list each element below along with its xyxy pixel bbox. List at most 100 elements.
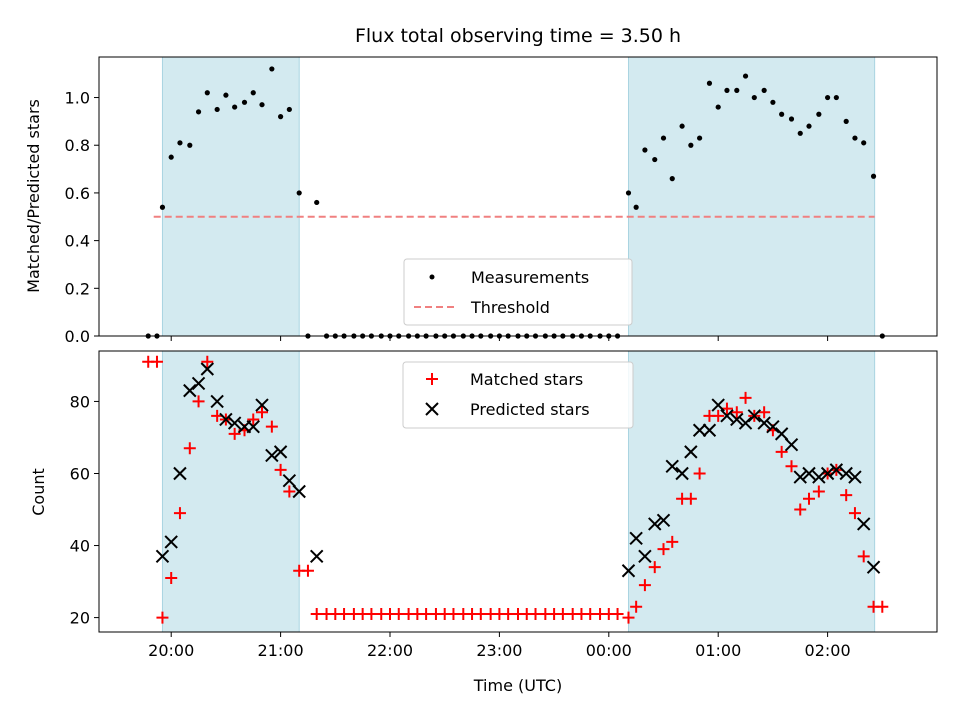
measurement-point [870, 173, 877, 179]
measurement-point [770, 99, 776, 105]
matched-star-point [638, 579, 651, 592]
measurement-point [797, 130, 803, 136]
measurement-point [679, 123, 685, 129]
top-y-tick-label: 0.0 [65, 327, 90, 346]
measurement-point [314, 199, 320, 206]
predicted-star-point [793, 470, 807, 484]
matched-star-point [201, 355, 214, 368]
predicted-star-point [774, 427, 789, 441]
matched-star-point [848, 507, 861, 520]
top-y-tick-label: 0.6 [65, 184, 90, 203]
bottom-shaded-interval-1 [627, 350, 876, 633]
predicted-star-point [692, 423, 707, 437]
bottom-legend-box [402, 361, 634, 429]
matched-star-point [666, 535, 679, 548]
matched-star-point [256, 406, 269, 419]
predicted-star-point [191, 376, 206, 391]
measurement-point [269, 66, 275, 72]
measurement-point [625, 190, 632, 196]
matched-star-point [301, 564, 314, 577]
predicted-star-point [829, 463, 844, 477]
predicted-star-point [802, 466, 816, 481]
predicted-star-point [155, 549, 170, 564]
matched-star-point [739, 391, 752, 404]
matched-star-point [183, 442, 196, 455]
measurement-point [660, 135, 667, 141]
measurement-point [734, 87, 740, 93]
matched-star-point [648, 561, 661, 574]
legend-predicted-label: Predicted stars [470, 400, 590, 419]
predicted-star-point [684, 445, 698, 459]
predicted-star-point [757, 416, 771, 430]
matched-star-point [192, 395, 205, 408]
matched-star-point [150, 355, 163, 368]
predicted-star-point [656, 513, 671, 528]
matched-star-point [156, 611, 169, 624]
predicted-star-point [621, 564, 636, 578]
top-axes-frame [98, 56, 938, 337]
measurement-point [241, 99, 248, 105]
measurement-point [825, 94, 831, 101]
predicted-star-point [675, 466, 689, 481]
x-tick-label: 22:00 [367, 641, 413, 660]
predicted-star-point [648, 517, 662, 531]
top-shaded-interval-0 [161, 56, 300, 337]
measurement-point [843, 118, 849, 124]
matched-star-point [794, 503, 807, 516]
measurement-point [688, 142, 694, 148]
matched-star-point [265, 420, 278, 433]
measurement-point [715, 104, 721, 110]
predicted-star-point [255, 398, 269, 412]
matched-star-point [622, 611, 635, 624]
measurement-point [852, 135, 858, 141]
predicted-star-point [292, 484, 306, 499]
measurement-point [706, 80, 713, 86]
x-tick-label: 20:00 [148, 641, 194, 660]
measurement-point [742, 73, 749, 79]
predicted-star-point [210, 394, 224, 409]
matched-star-point [173, 507, 186, 520]
predicted-star-point [812, 470, 826, 484]
predicted-star-point [265, 448, 279, 463]
predicted-star-point [282, 473, 297, 488]
matched-star-point [803, 492, 816, 505]
bottom-shaded-interval-0 [161, 350, 300, 633]
measurement-point [788, 116, 795, 122]
matched-star-point [684, 492, 697, 505]
predicted-star-point [173, 466, 187, 481]
measurement-point [177, 140, 183, 146]
predicted-star-point [246, 419, 260, 434]
predicted-star-point [629, 531, 643, 546]
predicted-star-point [720, 409, 734, 423]
measurement-point [669, 176, 675, 182]
matched-star-point [165, 571, 178, 584]
measurement-point [642, 147, 648, 153]
predicted-star-point [784, 437, 799, 452]
predicted-star-point [747, 409, 762, 423]
measurement-point [232, 104, 238, 110]
top-panel: 0.0 0.2 0.4 0.6 0.8 1.0 [65, 56, 938, 346]
bottom-y-tick-label: 40 [70, 537, 90, 556]
matched-star-point [228, 427, 241, 440]
predicted-star-point [227, 416, 242, 430]
matched-star-point [730, 406, 743, 419]
predicted-star-point [702, 423, 717, 437]
matched-star-point [630, 600, 643, 613]
matched-star-point [611, 607, 624, 620]
predicted-star-point [309, 549, 324, 564]
measurement-point [296, 190, 302, 196]
x-tick-label: 01:00 [695, 641, 741, 660]
measurement-point [214, 106, 220, 113]
measurement-point [204, 90, 210, 96]
matched-star-point [693, 467, 706, 480]
measurement-point [259, 102, 265, 108]
predicted-star-point [820, 466, 835, 481]
legend-measurements-marker [429, 274, 435, 280]
measurement-point [861, 140, 867, 146]
legend-matched-label: Matched stars [470, 370, 583, 389]
measurement-point [751, 94, 757, 101]
top-legend-box [403, 258, 633, 326]
measurement-point [779, 111, 785, 117]
predicted-star-point [183, 383, 197, 398]
